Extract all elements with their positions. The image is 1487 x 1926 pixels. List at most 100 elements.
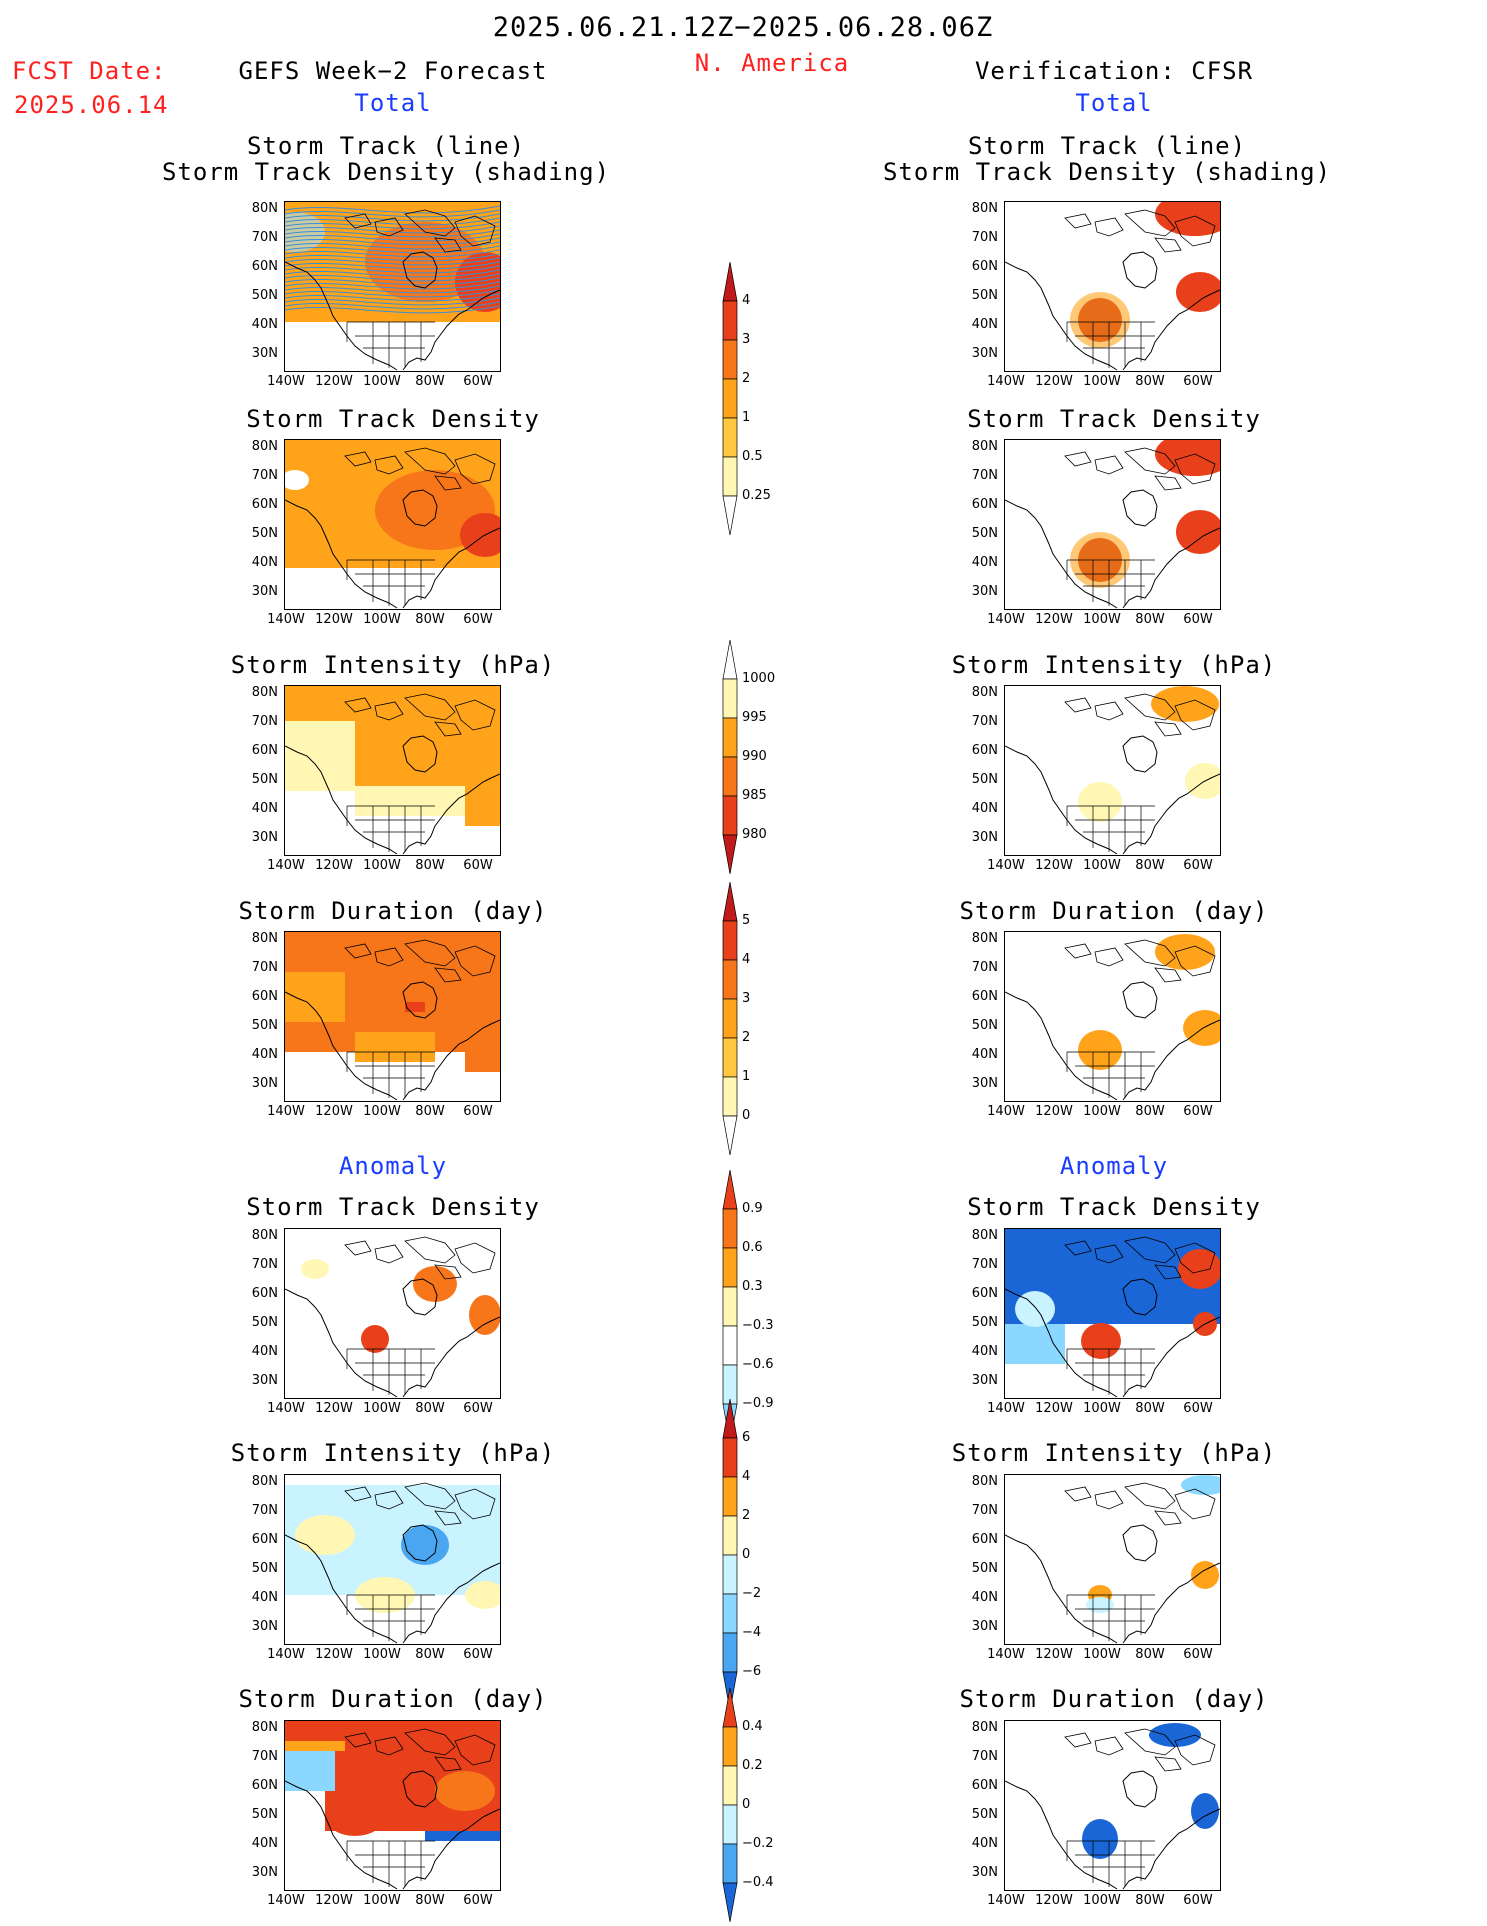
lon-tick-label: 80W [1135, 1647, 1165, 1662]
lon-tick-label: 120W [1035, 374, 1073, 389]
lon-tick-label: 120W [1035, 1104, 1073, 1119]
map-panel [1004, 439, 1221, 610]
colorbar-label: 2 [742, 371, 751, 386]
lat-tick-label: 40N [251, 1047, 278, 1062]
lon-tick-label: 60W [1183, 1647, 1213, 1662]
lon-tick-label: 120W [315, 858, 353, 873]
lat-tick-label: 30N [251, 1619, 278, 1634]
lon-tick-label: 140W [267, 1647, 305, 1662]
lat-tick-label: 30N [251, 346, 278, 361]
colorbar-label: 6 [742, 1430, 751, 1445]
colorbar-density-anom [722, 1169, 738, 1447]
map-svg [285, 1236, 500, 1398]
colorbar-label: 0.2 [742, 1758, 763, 1773]
lat-tick-label: 30N [251, 830, 278, 845]
panel-title-intensity: Storm Intensity (hPa) [951, 651, 1277, 679]
lat-tick-label: 50N [251, 772, 278, 787]
lat-tick-label: 70N [971, 1257, 998, 1272]
lat-tick-label: 50N [251, 1561, 278, 1576]
colorbar-label: 0.6 [742, 1240, 763, 1255]
lon-tick-label: 60W [463, 1893, 493, 1908]
total-label-right: Total [1075, 89, 1153, 117]
region-label: N. America [694, 49, 850, 77]
colorbar-duration-total [722, 881, 738, 1159]
lon-tick-label: 120W [1035, 1401, 1073, 1416]
lat-tick-label: 50N [971, 1018, 998, 1033]
lat-tick-label: 60N [251, 743, 278, 758]
lat-tick-label: 30N [971, 1619, 998, 1634]
lon-tick-label: 100W [363, 1647, 401, 1662]
lon-tick-label: 140W [987, 858, 1025, 873]
map-panel [1004, 1474, 1221, 1645]
lat-tick-label: 80N [251, 931, 278, 946]
colorbar-label: 995 [742, 710, 767, 725]
lat-tick-label: 40N [251, 317, 278, 332]
lat-tick-label: 40N [251, 555, 278, 570]
colorbar-label: 0.9 [742, 1201, 763, 1216]
map-panel [1004, 685, 1221, 856]
lat-tick-label: 70N [971, 230, 998, 245]
lat-tick-label: 70N [251, 1503, 278, 1518]
lat-tick-label: 60N [251, 497, 278, 512]
lat-tick-label: 40N [251, 1836, 278, 1851]
lon-tick-label: 120W [1035, 612, 1073, 627]
colorbar-label: 0 [742, 1797, 751, 1812]
anomaly-label-left: Anomaly [338, 1152, 448, 1180]
map-svg [285, 1482, 500, 1644]
lat-tick-label: 40N [971, 317, 998, 332]
lon-tick-label: 80W [1135, 374, 1165, 389]
lat-tick-label: 60N [971, 1286, 998, 1301]
panel-title-duration-anom: Storm Duration (day) [238, 1685, 548, 1713]
lat-tick-label: 30N [971, 1076, 998, 1091]
lon-tick-label: 120W [315, 1647, 353, 1662]
map-svg [1005, 686, 1220, 855]
lon-tick-label: 120W [315, 1104, 353, 1119]
map-svg [1005, 934, 1220, 1101]
lat-tick-label: 80N [251, 201, 278, 216]
panel-title-duration: Storm Duration (day) [959, 897, 1269, 925]
lat-tick-label: 30N [971, 584, 998, 599]
left-title: GEFS Week−2 Forecast [238, 57, 548, 85]
colorbar-density-total [722, 261, 738, 539]
lat-tick-label: 80N [971, 685, 998, 700]
lon-tick-label: 120W [315, 374, 353, 389]
lon-tick-label: 80W [415, 1893, 445, 1908]
lat-tick-label: 80N [971, 1228, 998, 1243]
colorbar-label: −0.6 [742, 1357, 774, 1372]
lon-tick-label: 80W [415, 612, 445, 627]
lon-tick-label: 100W [1083, 1893, 1121, 1908]
lon-tick-label: 80W [415, 1104, 445, 1119]
lon-tick-label: 60W [1183, 1104, 1213, 1119]
panel-title-density: Storm Track Density [246, 405, 540, 433]
lat-tick-label: 40N [251, 1344, 278, 1359]
colorbar-label: −0.9 [742, 1396, 774, 1411]
lat-tick-label: 30N [971, 1865, 998, 1880]
lon-tick-label: 60W [463, 1647, 493, 1662]
lat-tick-label: 30N [251, 1373, 278, 1388]
colorbar-label: 0 [742, 1108, 751, 1123]
lat-tick-label: 50N [251, 526, 278, 541]
map-panel [1004, 201, 1221, 372]
fcst-date: 2025.06.14 [14, 91, 169, 119]
colorbar-label: 1 [742, 410, 751, 425]
lat-tick-label: 40N [971, 1590, 998, 1605]
colorbar-label: 4 [742, 293, 751, 308]
map-panel [1004, 931, 1221, 1102]
map-panel [284, 1720, 501, 1891]
lon-tick-label: 140W [267, 612, 305, 627]
lon-tick-label: 80W [1135, 1104, 1165, 1119]
panel-title-duration-anom: Storm Duration (day) [959, 1685, 1269, 1713]
lat-tick-label: 30N [971, 1373, 998, 1388]
lon-tick-label: 60W [1183, 374, 1213, 389]
map-panel [1004, 1228, 1221, 1399]
lon-tick-label: 60W [463, 858, 493, 873]
lat-tick-label: 50N [971, 1807, 998, 1822]
lat-tick-label: 60N [971, 1532, 998, 1547]
lat-tick-label: 80N [251, 1474, 278, 1489]
colorbar-label: 4 [742, 952, 751, 967]
lat-tick-label: 50N [971, 1315, 998, 1330]
lon-tick-label: 140W [987, 1401, 1025, 1416]
lat-tick-label: 50N [251, 1018, 278, 1033]
lat-tick-label: 40N [971, 1344, 998, 1359]
lat-tick-label: 50N [251, 1807, 278, 1822]
